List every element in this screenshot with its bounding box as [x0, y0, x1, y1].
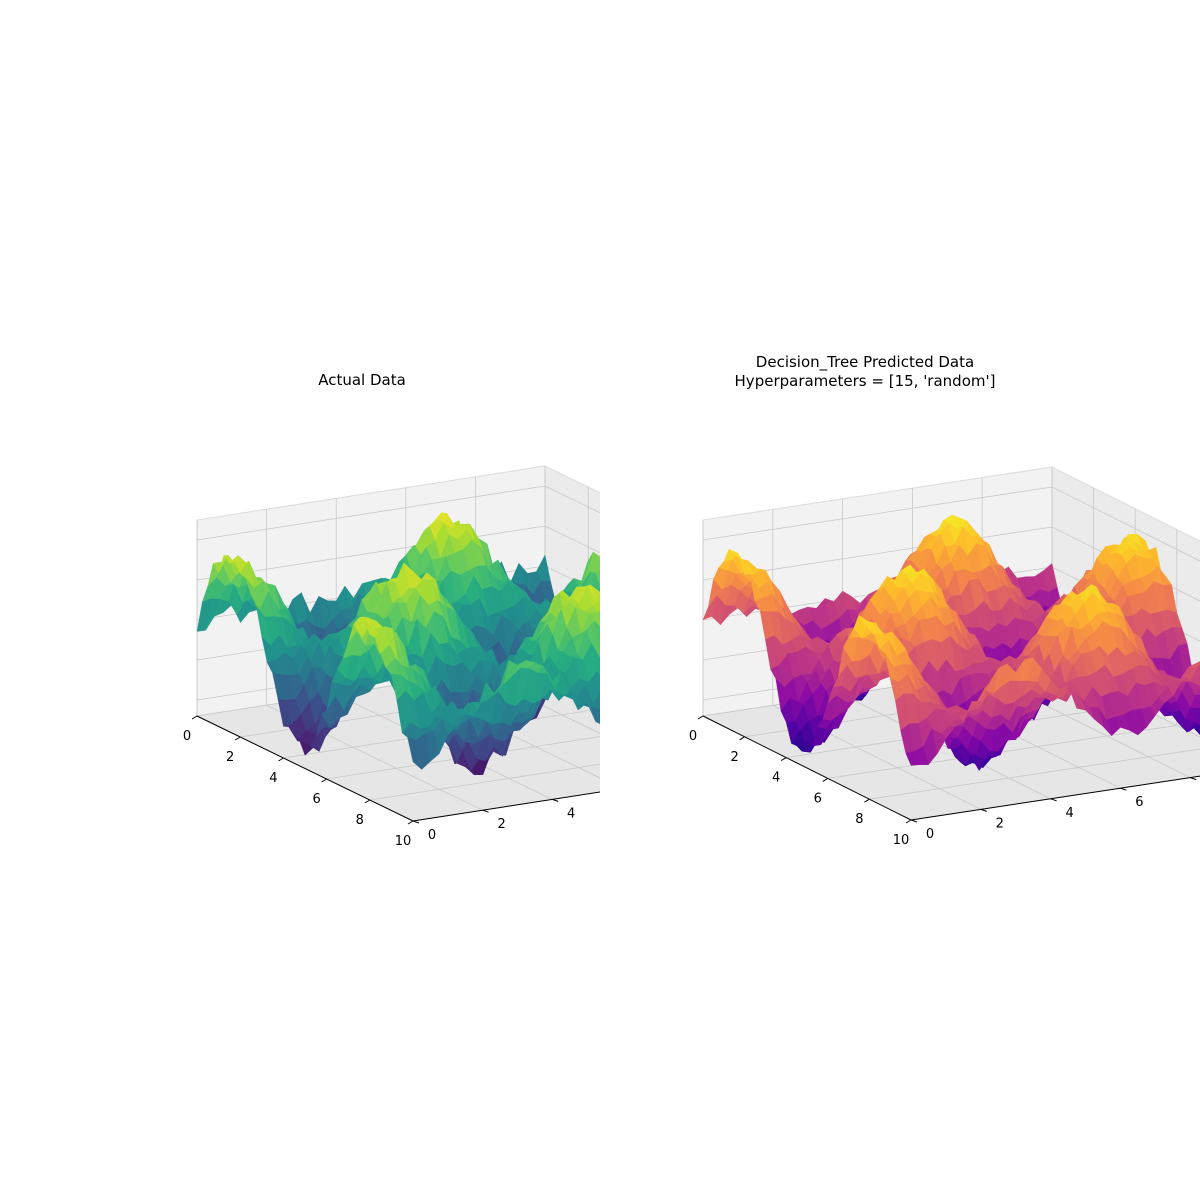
y-tick [552, 798, 559, 802]
grid-line-z [702, 526, 1200, 602]
y-tick [1190, 777, 1197, 781]
grid-line-x [326, 736, 600, 780]
surface-patch [407, 737, 423, 771]
y-tick-label: 2 [996, 816, 1004, 831]
x-tick-label: 10 [893, 833, 910, 848]
y-tick-label: 6 [1135, 795, 1143, 810]
grid-line-x [869, 748, 1200, 800]
x-tick-label: 4 [269, 771, 277, 786]
x-tick-label: 0 [689, 729, 697, 744]
y-tick [412, 820, 420, 824]
y-tick [1050, 798, 1057, 802]
chart-title-right: Decision_Tree Predicted Data Hyperparame… [734, 353, 996, 390]
y-tick [910, 819, 918, 823]
surface-plot-predicted: 02468100246810−1.0−0.50.00.51.0 [689, 466, 1200, 848]
y-tick-label: 2 [497, 817, 505, 832]
x-tick [364, 799, 371, 804]
y-tick-label: 4 [567, 806, 575, 821]
x-tick-label: 4 [772, 771, 780, 786]
surface [702, 514, 1200, 771]
grid-line-z [196, 525, 600, 581]
grid-line-y [772, 509, 981, 810]
x-tick [321, 778, 327, 783]
x-tick [278, 757, 284, 762]
x-tick-label: 6 [814, 791, 822, 806]
y-tick [482, 809, 489, 813]
x-tick [739, 736, 745, 741]
x-axis-line [196, 715, 414, 822]
x-tick-label: 8 [855, 812, 863, 827]
x-tick [780, 757, 787, 762]
x-tick [822, 777, 829, 782]
y-tick-label: 0 [926, 827, 934, 842]
y-tick [980, 808, 987, 812]
surface [196, 512, 600, 776]
y-axis-line [412, 791, 600, 822]
x-tick-label: 6 [312, 792, 320, 807]
surface-plot-actual: 02468100246810−1.0−0.50.00.51.0 [183, 465, 600, 849]
x-tick [697, 715, 704, 720]
grid-line-x [369, 763, 600, 801]
grid-line-z [196, 485, 600, 541]
x-tick-label: 0 [183, 729, 191, 744]
x-tick-label: 8 [356, 813, 364, 828]
x-tick-label: 2 [226, 750, 234, 765]
y-tick [1120, 787, 1127, 791]
x-axis-line [702, 715, 912, 821]
grid-line-x [283, 708, 600, 759]
y-axis-line [910, 775, 1200, 821]
y-tick-label: 4 [1065, 806, 1073, 821]
x-tick [234, 736, 241, 741]
x-tick [864, 798, 870, 803]
grid-line-y [266, 509, 483, 811]
x-tick [191, 715, 198, 720]
surface-patch [905, 750, 920, 766]
y-tick-label: 0 [428, 828, 436, 843]
x-tick-label: 10 [395, 834, 412, 849]
chart-title-left: Actual Data [318, 371, 406, 389]
grid-line-z [702, 486, 1200, 562]
x-tick [905, 819, 912, 824]
x-tick-label: 2 [730, 750, 738, 765]
x-tick [407, 820, 414, 825]
